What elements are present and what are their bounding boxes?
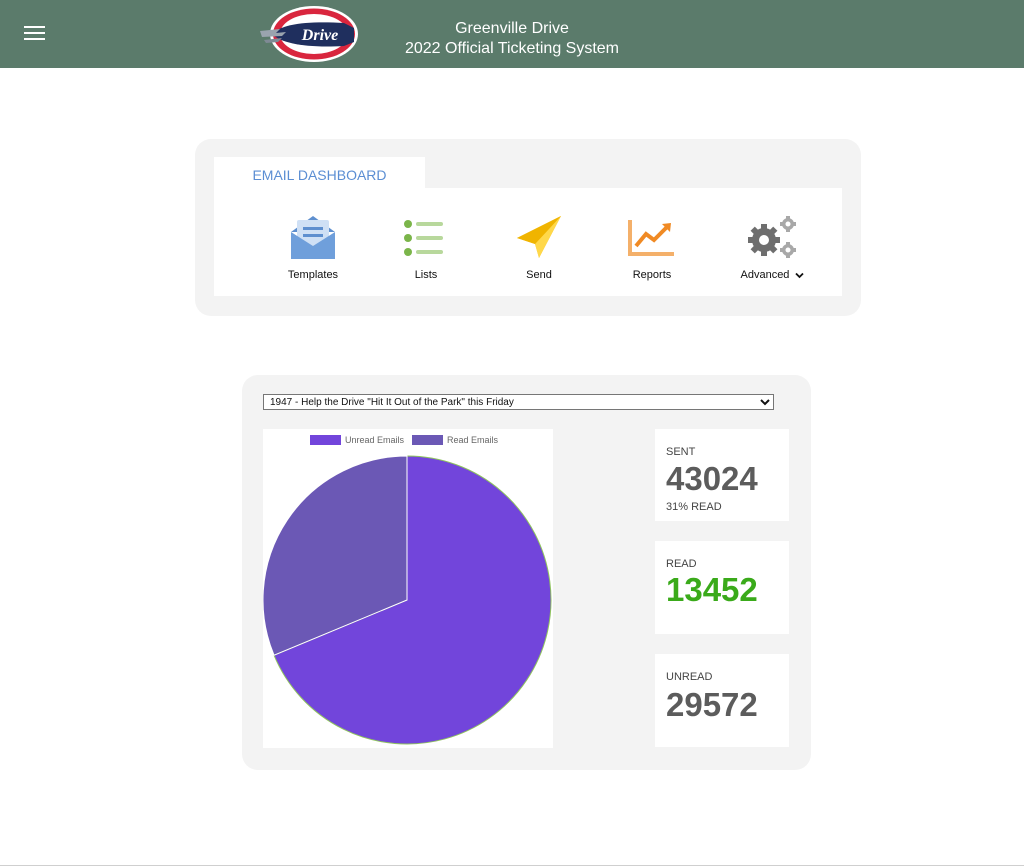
sent-read-percent: 31% READ (666, 501, 722, 513)
reports-label: Reports (632, 269, 672, 281)
pie-slice-read-emails[interactable] (262, 455, 408, 656)
templates-label: Templates (287, 269, 339, 281)
legend-label-1[interactable]: Read Emails (447, 435, 499, 445)
tab-email-dashboard[interactable]: EMAIL DASHBOARD (214, 157, 425, 189)
lists-label: Lists (414, 269, 438, 281)
email-pie-chart: Unread Emails Read Emails (262, 429, 553, 748)
read-value: 13452 (666, 571, 758, 608)
advanced-text: Advanced (740, 269, 790, 281)
list-icon (404, 220, 443, 256)
sent-card: SENT 43024 31% READ (655, 429, 789, 521)
trend-chart-icon (628, 220, 674, 256)
sent-label: SENT (666, 446, 696, 458)
top-bar: Drive Greenville Drive 2022 Official Tic… (0, 0, 1024, 68)
title-line-1: Greenville Drive (455, 20, 569, 37)
unread-label: UNREAD (666, 671, 713, 683)
hamburger-menu-icon[interactable] (24, 24, 46, 42)
logo-text: Drive (301, 27, 338, 44)
read-card: READ 13452 (655, 541, 789, 634)
envelope-icon (291, 216, 335, 259)
email-campaign-select[interactable]: 1947 - Help the Drive "Hit It Out of the… (263, 394, 774, 410)
pie-slice-unread-emails[interactable] (273, 455, 552, 745)
advanced-label: Advanced (722, 269, 822, 281)
sent-value: 43024 (666, 460, 758, 497)
app-title: Greenville Drive 2022 Official Ticketing… (380, 19, 644, 59)
legend-swatch-0[interactable] (310, 435, 341, 445)
paper-plane-icon (517, 216, 561, 258)
read-label: READ (666, 558, 697, 570)
unread-value: 29572 (666, 686, 758, 723)
pie-chart-svg: Unread Emails Read Emails (262, 435, 552, 745)
gears-icon (748, 216, 796, 258)
title-line-2: 2022 Official Ticketing System (404, 40, 620, 57)
page-bottom-border (0, 865, 1024, 866)
chevron-down-icon (794, 272, 804, 278)
legend-label-0[interactable]: Unread Emails (345, 435, 405, 445)
greenville-drive-logo[interactable]: Drive (258, 4, 362, 64)
legend-swatch-1[interactable] (412, 435, 443, 445)
unread-card: UNREAD 29572 (655, 654, 789, 747)
send-label: Send (526, 269, 552, 281)
